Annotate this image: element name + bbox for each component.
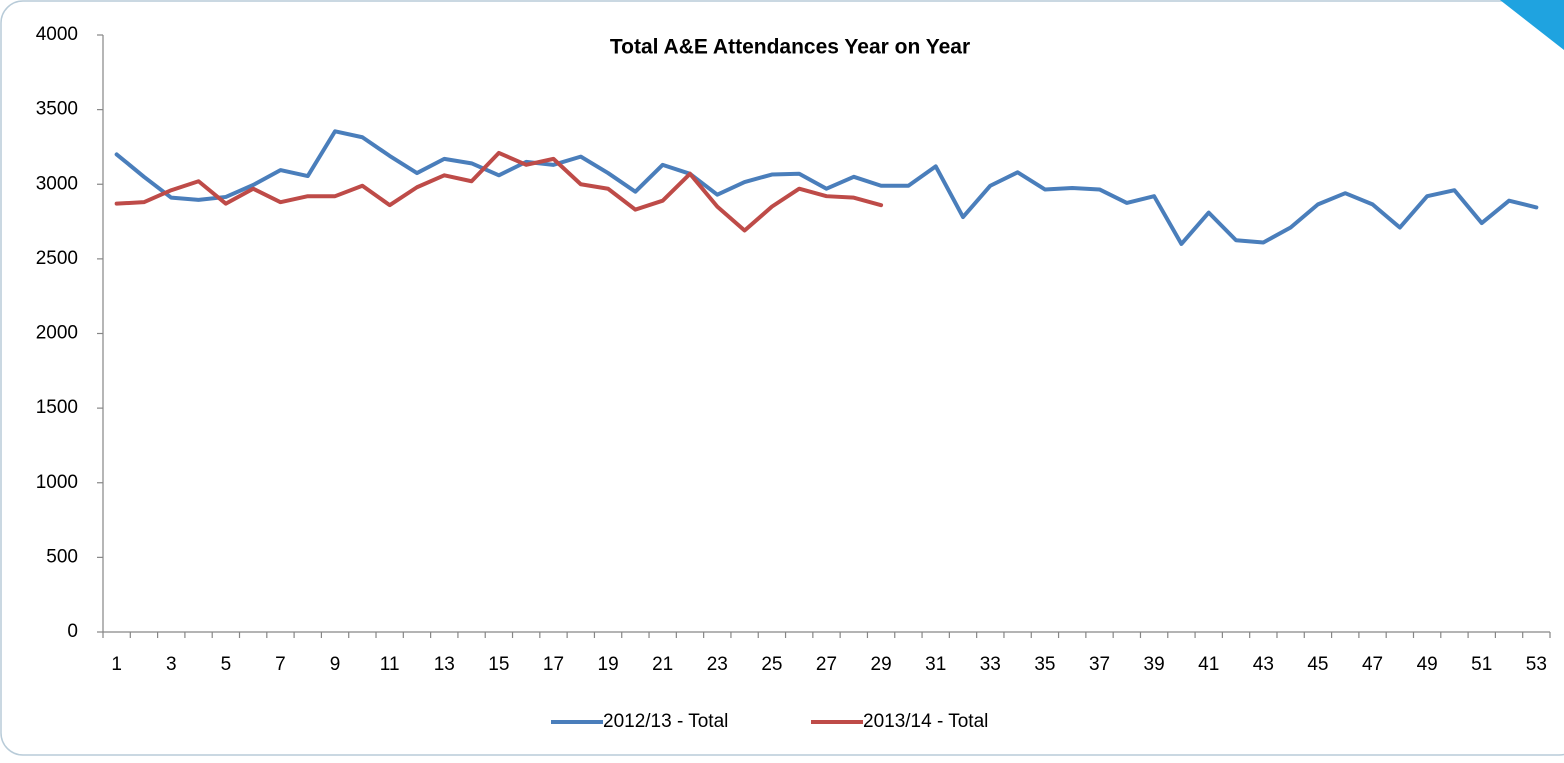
legend-label: 2012/13 - Total xyxy=(603,711,728,732)
chart-title: Total A&E Attendances Year on Year xyxy=(610,36,970,59)
x-tick-label: 53 xyxy=(1526,654,1547,675)
series-line xyxy=(114,129,1539,246)
x-tick-label: 3 xyxy=(166,654,177,675)
x-tick-label: 5 xyxy=(221,654,232,675)
y-tick-label: 1000 xyxy=(36,472,78,493)
y-tick-label: 1500 xyxy=(36,397,78,418)
x-tick-label: 29 xyxy=(871,654,892,675)
x-tick-label: 7 xyxy=(275,654,286,675)
x-tick-label: 13 xyxy=(434,654,455,675)
x-tick-label: 43 xyxy=(1253,654,1274,675)
x-tick-label: 31 xyxy=(925,654,946,675)
x-tick-label: 37 xyxy=(1089,654,1110,675)
x-tick-label: 1 xyxy=(111,654,122,675)
y-tick-label: 2500 xyxy=(36,248,78,269)
x-tick-label: 15 xyxy=(488,654,509,675)
y-tick-label: 0 xyxy=(67,621,78,642)
y-tick-label: 3000 xyxy=(36,173,78,194)
y-tick-label: 2000 xyxy=(36,323,78,344)
x-tick-label: 21 xyxy=(652,654,673,675)
x-tick-label: 17 xyxy=(543,654,564,675)
x-tick-label: 27 xyxy=(816,654,837,675)
series-line xyxy=(114,150,884,233)
x-tick-label: 35 xyxy=(1034,654,1055,675)
x-tick-label: 45 xyxy=(1307,654,1328,675)
y-tick-label: 3500 xyxy=(36,99,78,120)
x-tick-label: 47 xyxy=(1362,654,1383,675)
x-tick-label: 39 xyxy=(1144,654,1165,675)
x-tick-label: 23 xyxy=(707,654,728,675)
x-tick-label: 25 xyxy=(761,654,782,675)
x-tick-label: 19 xyxy=(598,654,619,675)
legend-label: 2013/14 - Total xyxy=(863,711,988,732)
x-tick-label: 41 xyxy=(1198,654,1219,675)
x-tick-label: 51 xyxy=(1471,654,1492,675)
x-tick-label: 33 xyxy=(980,654,1001,675)
y-tick-label: 4000 xyxy=(36,24,78,45)
x-tick-label: 9 xyxy=(330,654,341,675)
x-tick-label: 49 xyxy=(1417,654,1438,675)
x-tick-label: 11 xyxy=(380,654,400,675)
y-tick-label: 500 xyxy=(46,546,78,567)
corner-decoration xyxy=(1500,0,1564,50)
